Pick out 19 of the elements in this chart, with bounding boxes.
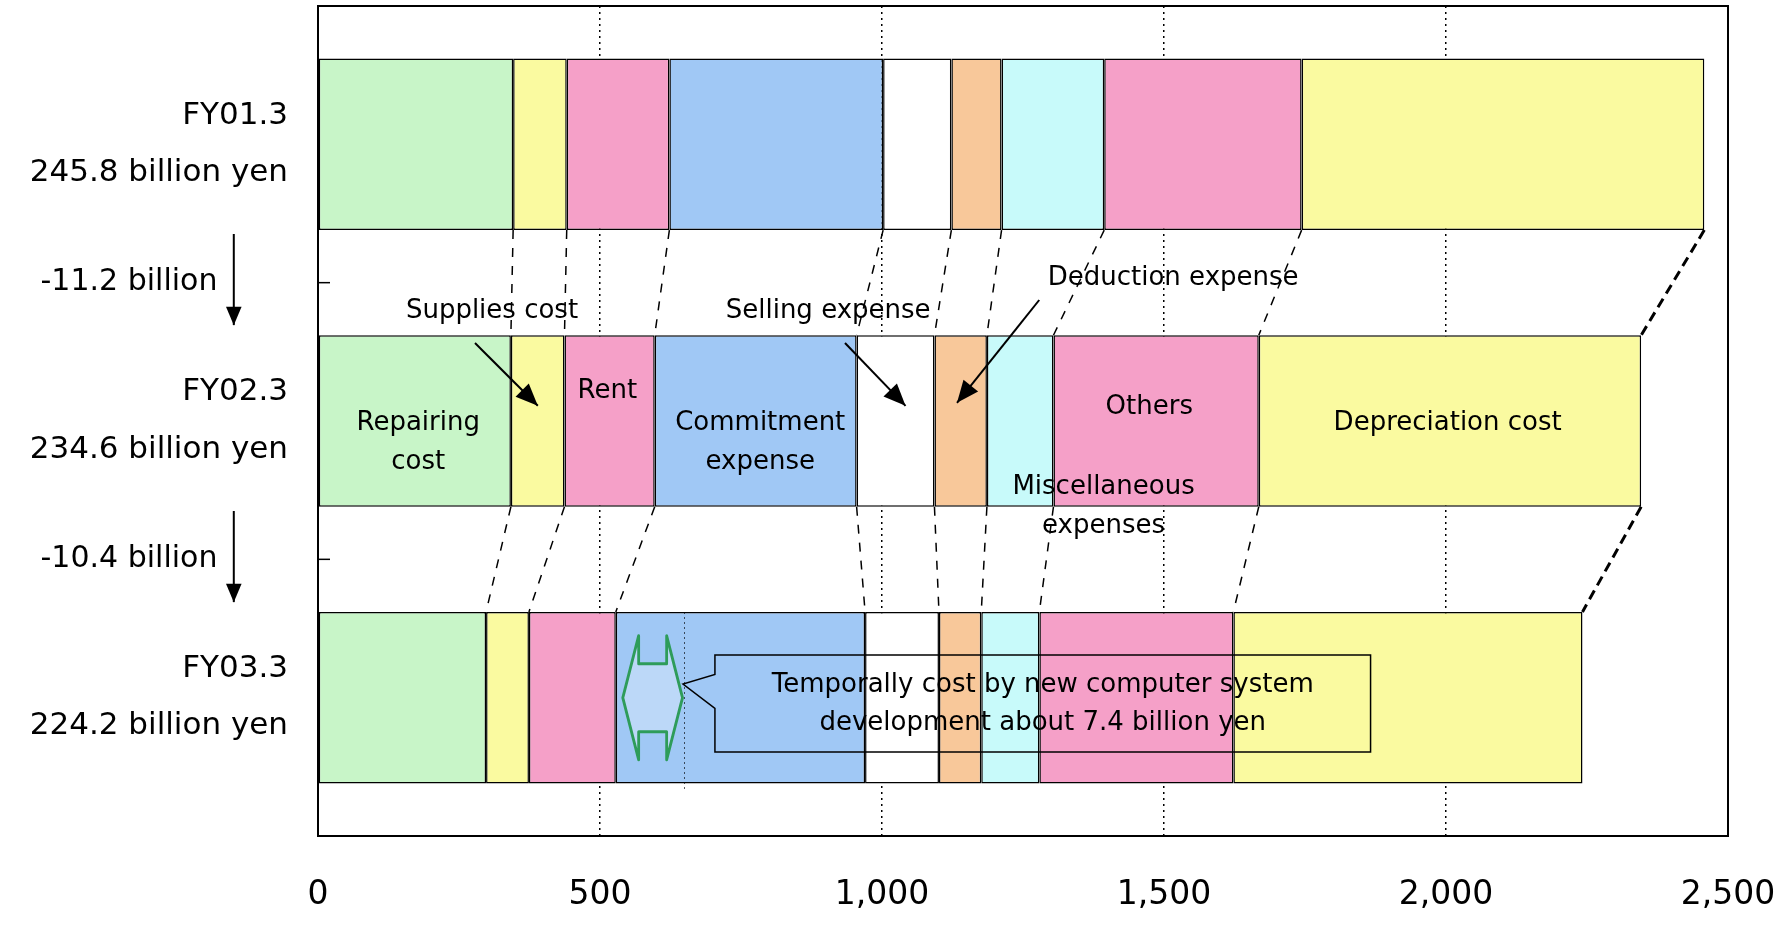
x-tick-label: 1,500 bbox=[1116, 873, 1212, 913]
y-tick-label: FY02.3 234.6 billion yen bbox=[29, 371, 288, 465]
series-label: Commitment expense bbox=[675, 405, 846, 475]
x-tick-label: 0 bbox=[307, 873, 329, 913]
series-label: Repairing cost bbox=[356, 405, 480, 475]
text: -11.2 billion bbox=[40, 262, 218, 298]
y-tick-label: FY03.3 224.2 billion yen bbox=[29, 648, 288, 742]
x-tick-label: 1,000 bbox=[834, 873, 930, 913]
x-tick-label: 2,500 bbox=[1680, 873, 1776, 913]
y-tick-label: FY01.3 245.8 billion yen bbox=[29, 94, 288, 189]
series-label: Others bbox=[1105, 390, 1193, 421]
text: Deduction expense bbox=[1047, 260, 1299, 291]
text: -10.4 billion bbox=[40, 539, 218, 575]
series-label: Depreciation cost bbox=[1333, 406, 1562, 437]
series-label: Supplies cost bbox=[405, 294, 579, 325]
series-label: Selling expense bbox=[725, 294, 931, 325]
x-tick-label: 2,000 bbox=[1398, 873, 1494, 913]
series-label: Rent bbox=[577, 374, 638, 405]
x-tick-label: 500 bbox=[568, 873, 632, 913]
